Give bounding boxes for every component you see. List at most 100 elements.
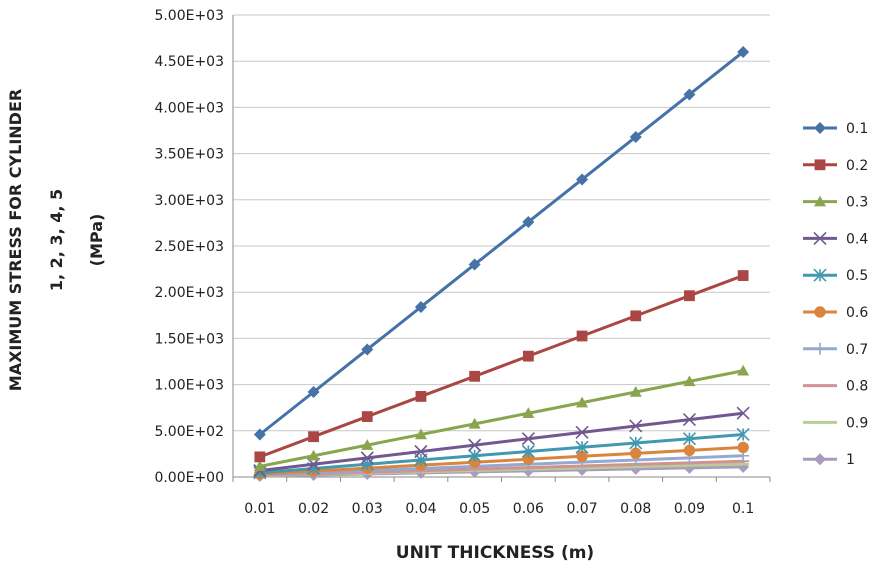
data-point xyxy=(629,419,643,433)
data-point xyxy=(522,215,535,228)
legend-marker xyxy=(813,231,827,245)
data-point xyxy=(576,330,588,342)
data-point xyxy=(737,441,749,454)
x-axis-title: UNIT THICKNESS (m) xyxy=(396,543,594,563)
legend-marker xyxy=(814,342,826,355)
legend-marker xyxy=(814,306,826,318)
data-point xyxy=(360,451,374,465)
legend-marker xyxy=(814,195,826,207)
legend-entry: 0.9 xyxy=(803,415,868,431)
data-point xyxy=(521,444,535,459)
legend-entry: 0.6 xyxy=(803,305,868,321)
legend-label: 0.2 xyxy=(846,158,868,174)
y-tick-label: 0.00E+00 xyxy=(154,470,224,486)
data-point xyxy=(307,449,320,461)
y-tick-label: 3.50E+03 xyxy=(154,147,224,163)
data-point xyxy=(360,457,374,471)
data-point xyxy=(575,425,589,439)
x-tick-label: 0.06 xyxy=(513,501,544,517)
series-line xyxy=(259,369,744,468)
series-line xyxy=(259,411,744,473)
x-tick-label: 0.01 xyxy=(244,501,275,517)
y-tick-label: 1.00E+03 xyxy=(154,378,224,394)
data-point xyxy=(683,375,696,387)
legend-label: 0.1 xyxy=(846,121,868,137)
y-axis-title-line: 1, 2, 3, 4, 5 xyxy=(47,189,66,291)
legend-label: 0.7 xyxy=(846,342,868,358)
series-line xyxy=(259,454,744,477)
legend-entry: 1 xyxy=(803,452,855,468)
legend-label: 0.5 xyxy=(846,268,868,284)
y-axis-title: MAXIMUM STRESS FOR CYLINDER 1, 2, 3, 4, 5… xyxy=(6,89,106,391)
series-0.1 xyxy=(253,45,750,441)
data-point xyxy=(683,444,696,457)
legend-label: 0.4 xyxy=(846,231,868,247)
data-point xyxy=(414,444,428,459)
series-0.2 xyxy=(254,270,749,463)
data-point xyxy=(522,453,535,465)
data-point xyxy=(521,432,535,446)
data-point xyxy=(576,396,589,408)
data-point xyxy=(629,385,642,397)
data-point xyxy=(737,364,750,376)
data-point xyxy=(630,447,642,460)
legend-label: 0.8 xyxy=(846,379,868,395)
y-axis-title-line: MAXIMUM STRESS FOR CYLINDER xyxy=(6,89,25,391)
data-point xyxy=(682,413,697,427)
series-0.5 xyxy=(253,427,750,480)
legend-entry: 0.7 xyxy=(803,342,868,358)
y-tick-label: 2.50E+03 xyxy=(154,239,224,255)
data-point xyxy=(414,428,427,440)
data-point xyxy=(629,130,642,143)
data-point xyxy=(307,385,320,398)
legend-marker xyxy=(814,122,826,134)
y-tick-label: 4.50E+03 xyxy=(154,54,224,70)
data-point xyxy=(576,173,589,186)
data-point xyxy=(736,406,750,420)
data-point xyxy=(737,45,750,58)
data-point xyxy=(308,431,319,443)
data-point xyxy=(361,411,373,422)
legend-entry: 0.8 xyxy=(803,379,868,395)
data-point xyxy=(684,290,695,302)
x-tick-label: 0.1 xyxy=(732,501,754,517)
legend-entry: 0.5 xyxy=(803,268,868,284)
data-point xyxy=(361,439,374,450)
data-point xyxy=(575,440,589,454)
data-point xyxy=(468,258,481,271)
x-tick-label: 0.05 xyxy=(459,501,490,517)
legend-entry: 0.4 xyxy=(803,231,868,247)
data-point xyxy=(522,350,534,362)
y-axis-tick-labels: 0.00E+00 5.00E+02 1.00E+03 1.50E+03 2.00E+03… xyxy=(154,8,224,486)
legend-label: 0.3 xyxy=(846,195,868,211)
data-point xyxy=(629,436,643,450)
data-point xyxy=(361,343,374,356)
legend-marker xyxy=(814,159,826,171)
data-point xyxy=(415,391,427,402)
data-point xyxy=(468,438,482,452)
x-tick-label: 0.02 xyxy=(298,501,329,517)
x-axis-tick-labels: 0.01 0.02 0.03 0.04 0.05 0.06 0.07 0.08 0.09 0.1 xyxy=(232,477,771,517)
series-line xyxy=(259,445,744,476)
data-point xyxy=(254,451,266,463)
legend-entry: 0.2 xyxy=(803,158,868,174)
x-tick-label: 0.07 xyxy=(566,501,597,517)
series-line xyxy=(259,274,744,459)
series-0.3 xyxy=(253,364,750,472)
gridlines xyxy=(232,14,770,478)
data-point xyxy=(522,407,535,419)
data-point xyxy=(576,450,588,463)
legend-entry: 0.1 xyxy=(803,121,868,137)
legend-entry: 0.3 xyxy=(803,195,868,211)
legend-label: 0.6 xyxy=(846,305,868,321)
y-tick-label: 1.50E+03 xyxy=(154,331,224,347)
legend: 0.1 0.2 0.3 0.4 0.5 0.6 0.7 0.8 0.9 1 xyxy=(803,121,868,468)
series-line xyxy=(258,50,745,436)
y-tick-label: 4.00E+03 xyxy=(154,100,224,116)
data-point xyxy=(630,310,642,322)
data-point xyxy=(736,427,750,442)
legend-marker xyxy=(814,453,826,466)
data-point xyxy=(468,449,482,463)
